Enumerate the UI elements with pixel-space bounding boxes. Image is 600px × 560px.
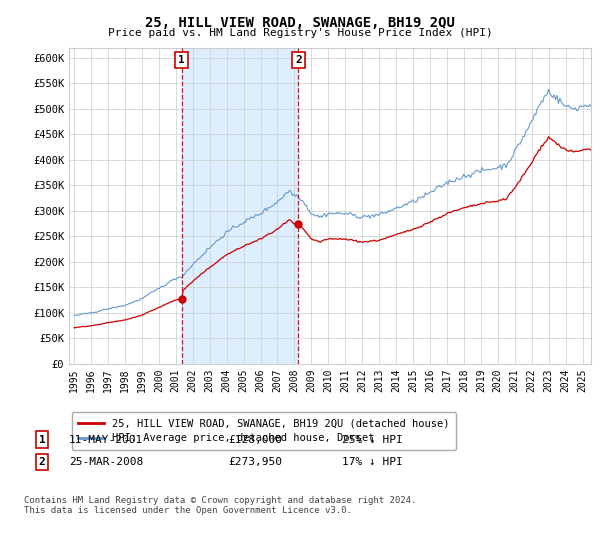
Bar <box>182 48 298 364</box>
Text: 11-MAY-2001: 11-MAY-2001 <box>69 435 143 445</box>
Text: 2: 2 <box>295 55 302 66</box>
Text: 25, HILL VIEW ROAD, SWANAGE, BH19 2QU: 25, HILL VIEW ROAD, SWANAGE, BH19 2QU <box>145 16 455 30</box>
Legend: 25, HILL VIEW ROAD, SWANAGE, BH19 2QU (detached house), HPI: Average price, deta: 25, HILL VIEW ROAD, SWANAGE, BH19 2QU (d… <box>71 412 456 450</box>
Text: 25% ↓ HPI: 25% ↓ HPI <box>342 435 403 445</box>
Text: £273,950: £273,950 <box>228 457 282 467</box>
Text: 17% ↓ HPI: 17% ↓ HPI <box>342 457 403 467</box>
Text: 1: 1 <box>178 55 185 66</box>
Text: 2: 2 <box>38 457 46 467</box>
Text: 25-MAR-2008: 25-MAR-2008 <box>69 457 143 467</box>
Text: 1: 1 <box>38 435 46 445</box>
Text: Contains HM Land Registry data © Crown copyright and database right 2024.
This d: Contains HM Land Registry data © Crown c… <box>24 496 416 515</box>
Text: £128,000: £128,000 <box>228 435 282 445</box>
Text: Price paid vs. HM Land Registry's House Price Index (HPI): Price paid vs. HM Land Registry's House … <box>107 28 493 38</box>
